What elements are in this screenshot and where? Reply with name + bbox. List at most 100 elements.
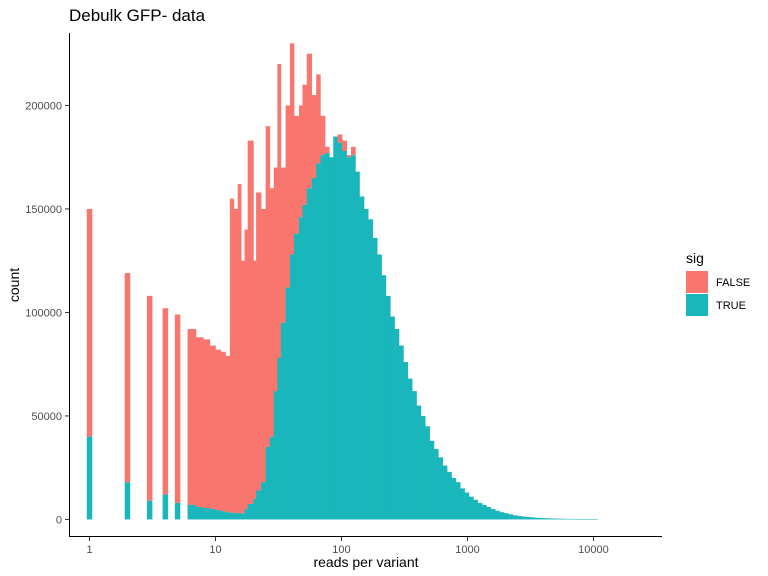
bar-true [560, 518, 566, 520]
bar-false [253, 260, 257, 499]
bar-false [86, 208, 93, 437]
bar-true [420, 415, 426, 520]
bar-true [385, 295, 391, 520]
bar-false [244, 229, 248, 510]
bar-true [280, 322, 286, 520]
bar-true [503, 513, 509, 520]
y-tick-label: 200000 [25, 100, 62, 112]
x-tick-label: 10 [209, 544, 221, 556]
bar-true [265, 446, 271, 520]
bar-false [124, 273, 131, 483]
bar-true [477, 502, 483, 520]
bar-true [368, 219, 374, 520]
bar-true [320, 155, 326, 520]
bar-true [381, 275, 387, 520]
bar-true [215, 510, 222, 520]
bar-false [195, 337, 204, 508]
bar-true [329, 157, 334, 520]
bar-true [591, 519, 594, 520]
bar-true [195, 507, 204, 520]
bar-true [285, 287, 291, 520]
bar-false [225, 355, 231, 513]
bar-false [265, 126, 271, 447]
x-ticks-group: 1 10 100 1000 10000 [86, 536, 609, 556]
legend-label-true: TRUE [716, 300, 746, 312]
bar-true [86, 436, 93, 520]
bar-false [209, 345, 216, 510]
bar-true [311, 177, 317, 520]
y-axis-label: count [6, 268, 22, 302]
bar-false [256, 192, 262, 491]
x-tick-label: 1000 [455, 544, 479, 556]
bar-true [486, 507, 492, 520]
bar-false [299, 105, 303, 218]
bar-true [407, 378, 413, 520]
bar-true [229, 512, 235, 520]
bar-false [215, 349, 222, 511]
bar-true [390, 316, 395, 520]
bar-false [316, 74, 321, 164]
bar-true [451, 478, 457, 520]
bar-true [325, 153, 330, 520]
bar-true [174, 502, 181, 520]
bar-true [306, 188, 312, 520]
bar-false [233, 208, 238, 514]
bar-false [342, 140, 347, 151]
bar-true [468, 496, 474, 520]
bar-true [482, 504, 487, 520]
bar-true [244, 509, 248, 520]
bar-false [247, 140, 254, 504]
bar-true [342, 150, 347, 520]
bar-false [280, 167, 286, 323]
bar-true [538, 517, 544, 520]
bar-false [269, 188, 275, 437]
bar-true [294, 233, 300, 520]
bar-true [233, 513, 238, 520]
bar-true [187, 504, 197, 520]
plot-area: 0 50000 100000 150000 200000 1 10 100 1000 10000 [25, 33, 662, 556]
bar-true [552, 518, 557, 520]
bar-false [277, 64, 282, 358]
bar-false [229, 198, 235, 513]
bar-true [587, 519, 592, 520]
bar-true [569, 518, 575, 520]
bar-true [146, 500, 153, 520]
legend-title: sig [686, 250, 704, 266]
bar-true [517, 515, 522, 520]
bar-false [351, 146, 356, 156]
bars-group [86, 43, 598, 520]
bar-true [512, 515, 518, 520]
bar-true [473, 499, 479, 520]
bar-true [351, 155, 356, 520]
bar-true [273, 391, 278, 520]
bar-true [525, 516, 531, 520]
bar-true [398, 345, 404, 520]
x-tick-label: 100 [332, 544, 350, 556]
bar-true [521, 516, 527, 520]
bar-true [534, 517, 540, 520]
bar-true [425, 426, 430, 520]
bar-true [237, 512, 242, 520]
bar-true [256, 490, 262, 520]
bar-false [187, 329, 197, 505]
legend-swatch-true [686, 294, 708, 316]
bar-false [325, 146, 330, 154]
bar-true [429, 440, 435, 520]
bar-false [146, 295, 153, 501]
chart-title: Debulk GFP- data [69, 6, 206, 25]
bar-true [556, 518, 562, 520]
bar-true [355, 171, 360, 520]
bar-true [455, 482, 461, 520]
bar-true [302, 204, 308, 520]
bar-false [302, 84, 308, 205]
bar-true [225, 512, 231, 520]
legend: sig FALSE TRUE [686, 250, 750, 316]
bar-false [174, 314, 181, 503]
bar-true [220, 511, 226, 520]
bar-false [346, 155, 352, 158]
bar-true [269, 436, 275, 520]
bar-true [124, 482, 131, 520]
legend-label-false: FALSE [716, 277, 750, 289]
bar-true [209, 509, 216, 520]
